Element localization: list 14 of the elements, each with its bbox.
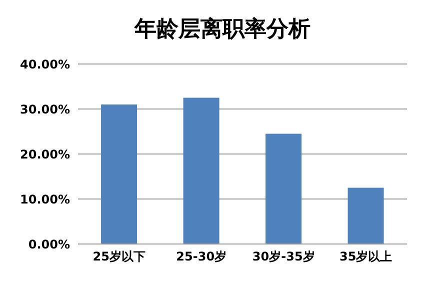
bar <box>348 188 384 244</box>
y-tick-label: 10.00% <box>20 192 70 206</box>
bar <box>183 98 220 244</box>
chart-title: 年龄层离职率分析 <box>133 16 312 44</box>
x-tick-label: 25岁以下 <box>92 250 146 264</box>
y-tick-label: 40.00% <box>20 57 70 72</box>
x-tick-label: 35岁以上 <box>340 250 392 264</box>
bar <box>266 134 302 244</box>
x-tick-label: 30岁-35岁 <box>252 250 315 264</box>
bar <box>101 104 138 244</box>
y-tick-label: 20.00% <box>20 147 70 162</box>
x-tick-label: 25-30岁 <box>176 250 227 264</box>
y-tick-label: 30.00% <box>20 102 70 116</box>
y-tick-label: 0.00% <box>28 237 70 252</box>
